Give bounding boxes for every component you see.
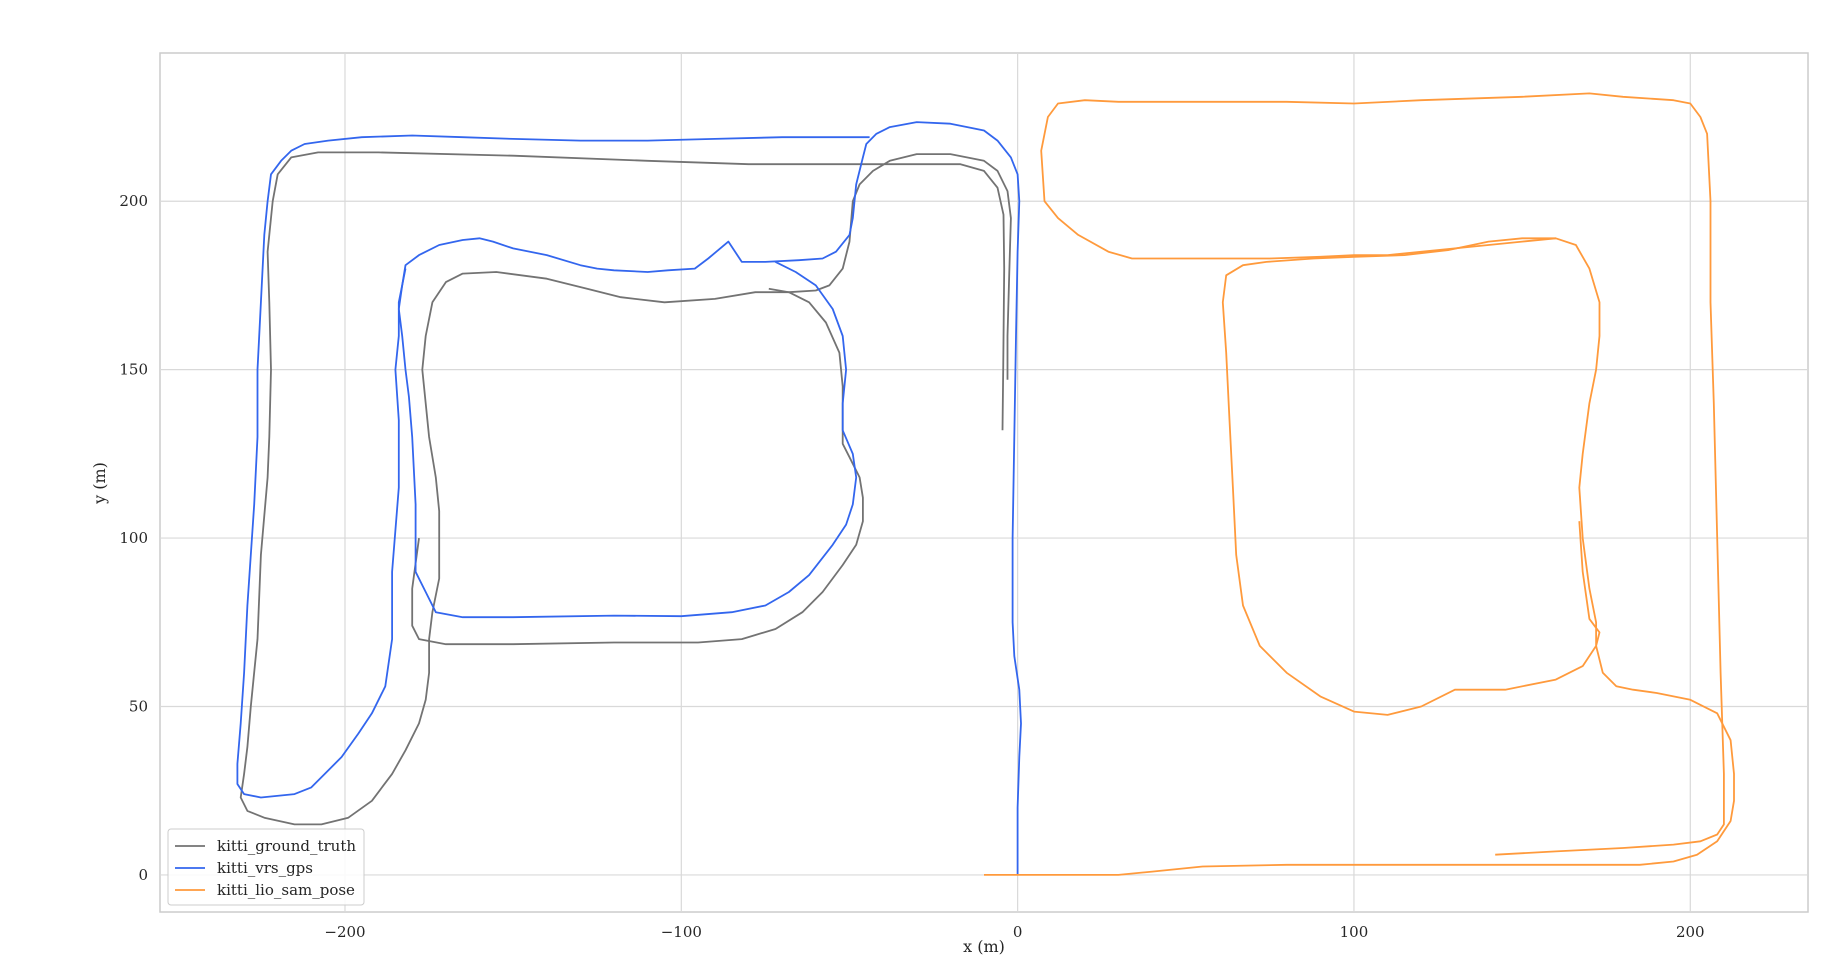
legend-label-ground-truth: kitti_ground_truth — [217, 837, 356, 855]
series-layer — [236, 92, 1735, 876]
y-axis-label: y (m) — [90, 462, 109, 505]
plot-area — [159, 52, 1809, 913]
x-tick-labels: −200 −100 0 100 200 — [324, 923, 1704, 941]
series-line-kitti-vrs-gps — [397, 121, 1022, 875]
series-line-kitti-lio-sam-pose-outer — [1040, 92, 1725, 856]
y-tick-label: 150 — [119, 361, 148, 379]
y-tick-label: 0 — [138, 866, 148, 884]
legend: kitti_ground_truth kitti_vrs_gps kitti_l… — [167, 828, 365, 906]
y-tick-labels: 0 50 100 150 200 — [119, 192, 148, 884]
x-tick-label: 200 — [1676, 923, 1705, 941]
x-tick-label: 100 — [1340, 923, 1369, 941]
series-line-kitti-vrs-gps-left — [236, 134, 870, 799]
legend-label-lio-sam-pose: kitti_lio_sam_pose — [217, 881, 355, 899]
x-tick-label: 0 — [1013, 923, 1023, 941]
x-tick-label: −100 — [661, 923, 702, 941]
legend-box — [167, 828, 365, 906]
series-line-kitti-ground-truth-inner — [411, 287, 864, 646]
series-line-kitti-ground-truth — [239, 151, 1012, 826]
legend-label-vrs-gps: kitti_vrs_gps — [217, 859, 313, 877]
y-tick-label: 200 — [119, 192, 148, 210]
series-line-kitti-lio-sam-pose — [984, 237, 1735, 876]
y-tick-label: 50 — [129, 698, 148, 716]
x-tick-label: −200 — [324, 923, 365, 941]
y-tick-label: 100 — [119, 529, 148, 547]
x-axis-label: x (m) — [963, 937, 1005, 956]
